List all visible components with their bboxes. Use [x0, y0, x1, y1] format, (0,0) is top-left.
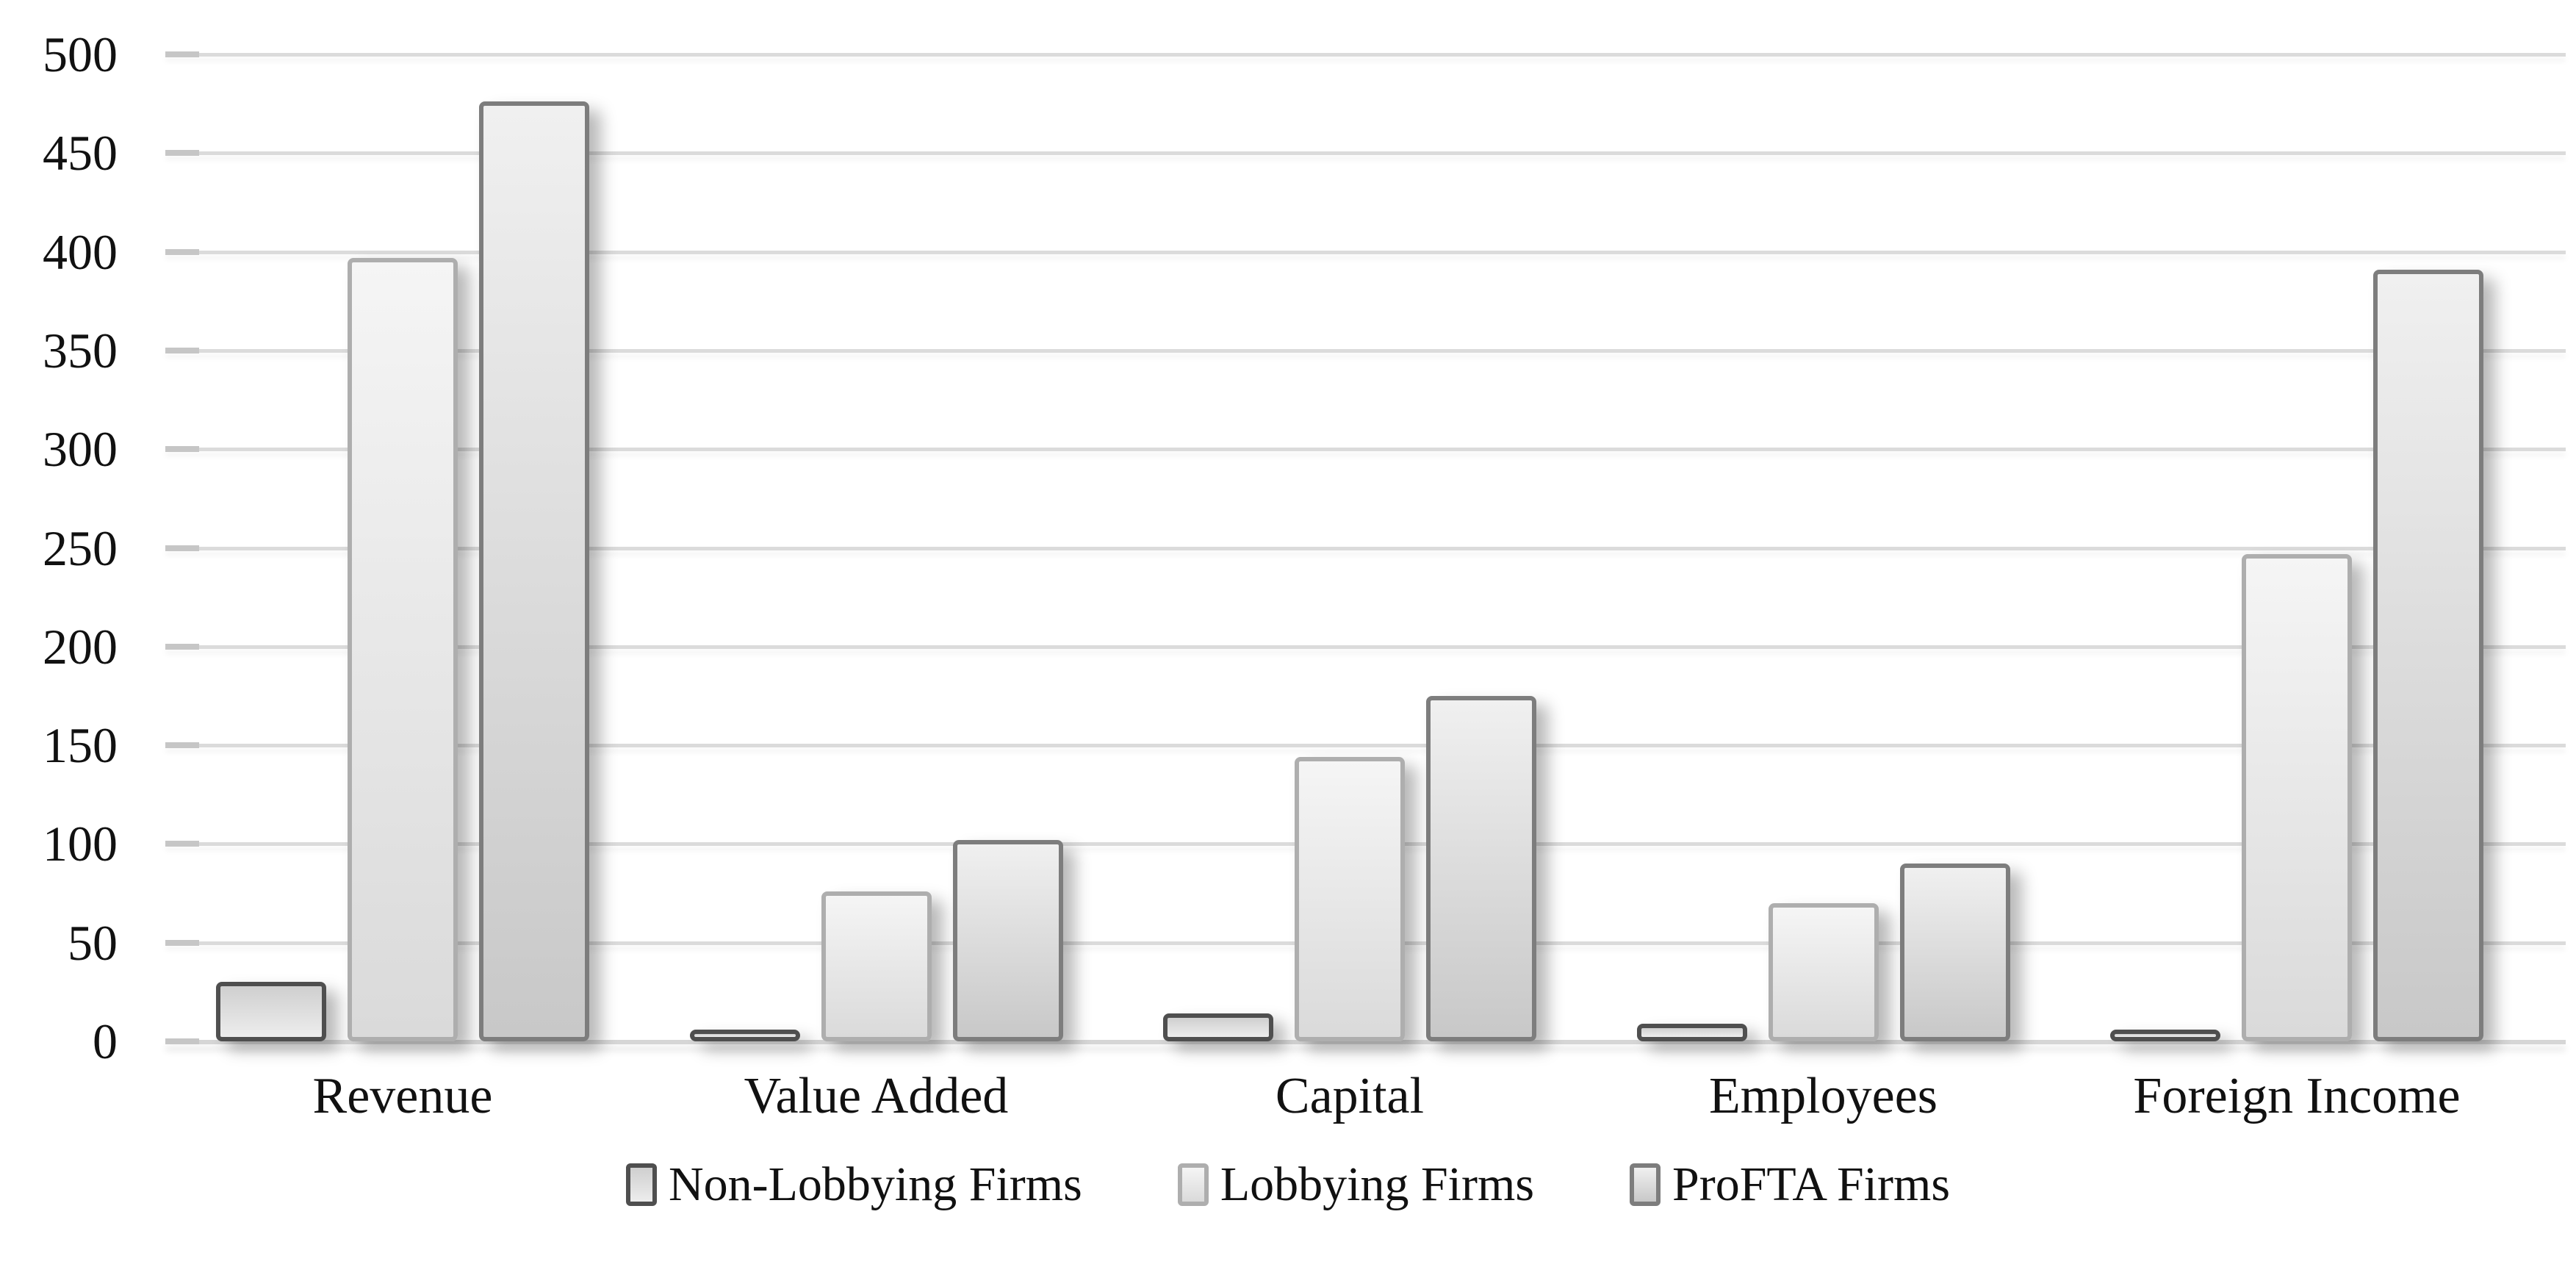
gridline-150 [165, 742, 2566, 749]
gridline-400 [165, 248, 2566, 255]
y-axis-tick-label-200: 200 [43, 618, 118, 675]
y-tick-mark-350 [165, 347, 199, 353]
bar-foreign-income-profta-firms [2373, 270, 2483, 1041]
category-label-employees: Employees [1708, 1068, 1938, 1124]
y-tick-mark-250 [165, 545, 199, 551]
y-tick-mark-0 [165, 1038, 199, 1044]
legend-label-lobbying-firms: Lobbying Firms [1220, 1157, 1535, 1211]
y-axis-tick-label-250: 250 [43, 520, 118, 576]
y-axis-tick-label-500: 500 [43, 26, 118, 82]
gridline-350 [165, 347, 2566, 353]
bar-capital-lobbying-firms [1295, 757, 1405, 1041]
bar-revenue-lobbying-firms [348, 258, 458, 1041]
category-label-capital: Capital [1275, 1068, 1425, 1124]
gridline-250 [165, 545, 2566, 551]
legend-label-non-lobbying-firms: Non-Lobbying Firms [668, 1157, 1082, 1211]
y-tick-mark-500 [165, 51, 199, 57]
y-tick-mark-200 [165, 643, 199, 650]
gridline-500 [165, 51, 2566, 57]
gridline-450 [165, 150, 2566, 157]
bar-value-added-profta-firms [952, 840, 1063, 1041]
gridline-200 [165, 643, 2566, 650]
y-axis-tick-label-100: 100 [43, 816, 118, 872]
legend-label-profta-firms: ProFTA Firms [1672, 1157, 1951, 1211]
y-axis-tick-label-450: 450 [43, 125, 118, 182]
y-axis-tick-label-0: 0 [93, 1013, 118, 1069]
y-axis-tick-label-300: 300 [43, 421, 118, 478]
bar-revenue-non-lobbying-firms [216, 982, 326, 1041]
bar-capital-profta-firms [1426, 696, 1536, 1041]
legend-item-lobbying-firms: Lobbying Firms [1177, 1155, 1535, 1214]
legend-item-non-lobbying-firms: Non-Lobbying Firms [625, 1155, 1082, 1214]
y-tick-mark-450 [165, 150, 199, 157]
y-axis-tick-label-400: 400 [43, 223, 118, 280]
bar-employees-profta-firms [1899, 864, 2010, 1041]
legend: Non-Lobbying Firms Lobbying Firms ProFTA F… [0, 1155, 2576, 1214]
y-tick-mark-400 [165, 248, 199, 255]
gridline-0 [165, 1038, 2566, 1044]
y-tick-mark-100 [165, 841, 199, 847]
bar-value-added-lobbying-firms [821, 891, 932, 1041]
category-label-foreign-income: Foreign Income [2133, 1068, 2461, 1124]
legend-swatch-profta-firms [1630, 1163, 1661, 1206]
y-axis-tick-label-150: 150 [43, 717, 118, 774]
gridline-300 [165, 446, 2566, 453]
bar-revenue-profta-firms [479, 101, 589, 1041]
bar-employees-lobbying-firms [1768, 903, 1879, 1041]
y-axis-tick-label-350: 350 [43, 322, 118, 378]
bar-foreign-income-lobbying-firms [2242, 554, 2352, 1041]
bar-capital-non-lobbying-firms [1163, 1013, 1273, 1041]
legend-item-profta-firms: ProFTA Firms [1630, 1155, 1950, 1214]
y-tick-mark-300 [165, 446, 199, 453]
legend-swatch-lobbying-firms [1177, 1163, 1209, 1206]
bar-employees-non-lobbying-firms [1636, 1024, 1747, 1041]
y-axis-tick-label-50: 50 [68, 914, 118, 971]
y-tick-mark-50 [165, 939, 199, 946]
bar-value-added-non-lobbying-firms [689, 1030, 800, 1041]
legend-swatch-non-lobbying-firms [625, 1163, 657, 1206]
y-tick-mark-150 [165, 742, 199, 749]
bar-foreign-income-non-lobbying-firms [2110, 1030, 2220, 1041]
category-label-value-added: Value Added [744, 1068, 1009, 1124]
category-label-revenue: Revenue [312, 1068, 493, 1124]
